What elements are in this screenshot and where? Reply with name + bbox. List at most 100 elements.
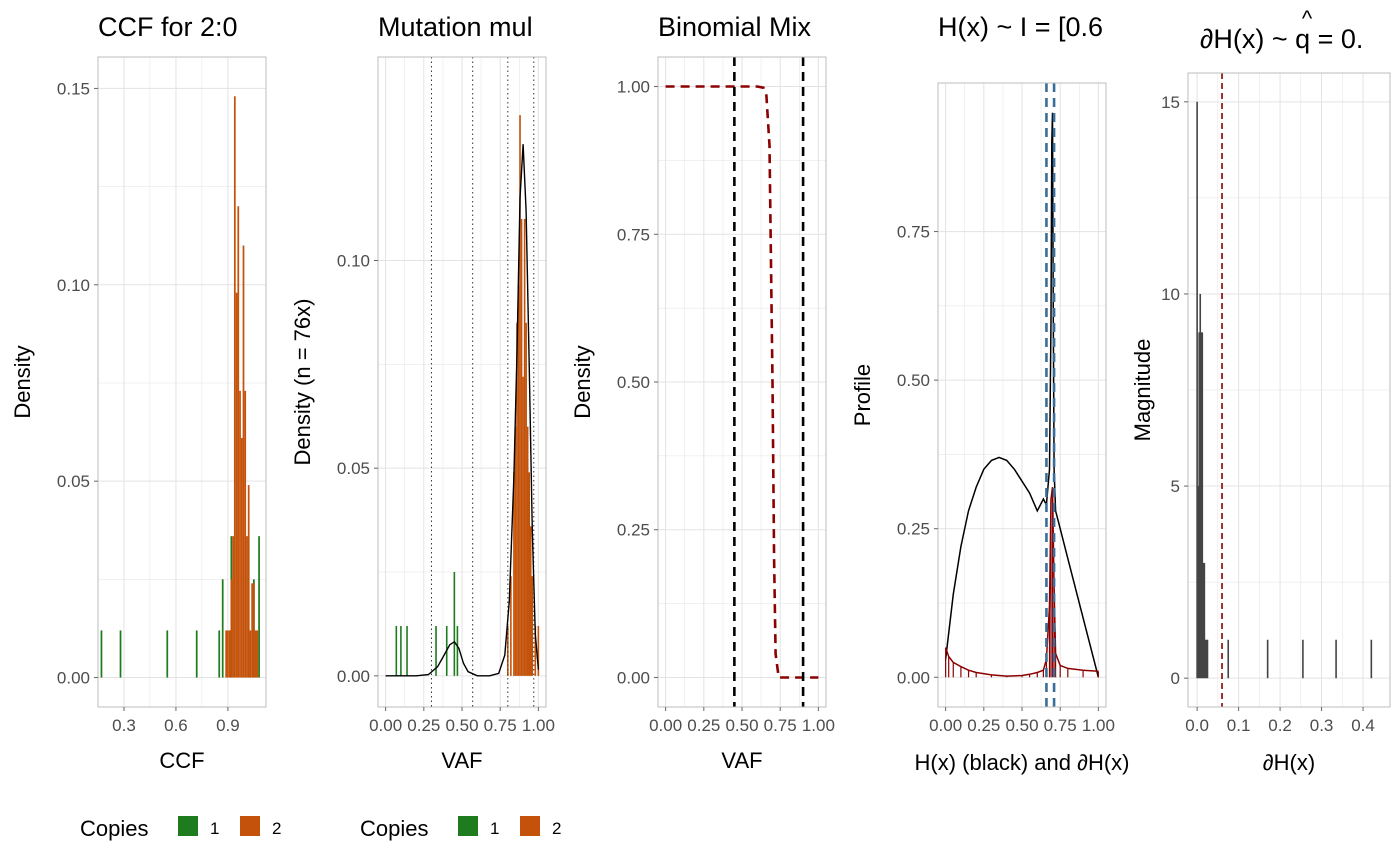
chart-title: Binomial Mix bbox=[658, 12, 812, 42]
bar-2 bbox=[253, 583, 255, 678]
x-tick-label: 0.1 bbox=[1227, 716, 1251, 735]
bar-2 bbox=[534, 626, 537, 676]
bar-2 bbox=[232, 536, 234, 678]
y-tick-label: 15 bbox=[1161, 93, 1180, 112]
y-tick-label: 0 bbox=[1171, 669, 1180, 688]
bar-2 bbox=[523, 218, 526, 676]
bar-2 bbox=[516, 322, 518, 676]
bar-2 bbox=[510, 576, 512, 676]
plot-area bbox=[1196, 73, 1373, 707]
bar-2 bbox=[513, 472, 515, 676]
legend: Copies 1 2 bbox=[80, 816, 281, 841]
y-tick-label: 0.10 bbox=[57, 276, 90, 295]
bar-2 bbox=[517, 285, 520, 676]
x-axis-label: CCF bbox=[159, 748, 204, 773]
chart-title: ∂H(x) ~ q = 0. bbox=[1200, 24, 1363, 54]
chart-panel-5: 0 5 10 15 0.0 0.1 0.2 0.3 0.4 ∂H(x) Magnitude ∂H(x)… bbox=[1130, 6, 1391, 775]
bar-2 bbox=[519, 115, 521, 676]
bar-value bbox=[1335, 639, 1337, 679]
bar-1 bbox=[221, 579, 224, 678]
x-tick-label: 1.00 bbox=[1082, 716, 1115, 735]
y-axis-label: Magnitude bbox=[1130, 339, 1155, 442]
y-tick-label: 0.00 bbox=[897, 668, 930, 687]
bar-value bbox=[1206, 639, 1209, 679]
y-tick-label: 5 bbox=[1171, 477, 1180, 496]
bar-1 bbox=[453, 572, 456, 676]
legend-swatch-1 bbox=[178, 816, 198, 836]
bar-2 bbox=[522, 376, 524, 676]
bar-2 bbox=[235, 292, 238, 678]
x-tick-label: 0.75 bbox=[484, 716, 517, 735]
bar-2 bbox=[528, 472, 530, 676]
bar-1 bbox=[258, 536, 260, 678]
bar-2 bbox=[514, 426, 517, 676]
x-tick-label: 0.75 bbox=[1044, 716, 1077, 735]
bar-value bbox=[1266, 639, 1269, 679]
x-tick-label: 0.25 bbox=[407, 716, 440, 735]
y-tick-label: 10 bbox=[1161, 285, 1180, 304]
bar-value bbox=[1370, 639, 1373, 679]
legend-title: Copies bbox=[360, 816, 428, 841]
bar-value bbox=[1197, 486, 1199, 679]
density-curve bbox=[385, 144, 540, 677]
bar-1 bbox=[456, 626, 459, 676]
bar-2 bbox=[537, 626, 540, 676]
bar-2 bbox=[237, 206, 240, 678]
legend-swatch-1 bbox=[458, 816, 478, 836]
y-tick-label: 0.00 bbox=[57, 669, 90, 688]
bar-1 bbox=[166, 630, 169, 678]
x-tick-label: 1.00 bbox=[802, 716, 835, 735]
plot-area bbox=[665, 57, 819, 707]
gridlines bbox=[938, 83, 1106, 707]
legend-swatch-2 bbox=[520, 816, 540, 836]
x-tick-label: 1.00 bbox=[522, 716, 555, 735]
bar-2 bbox=[246, 536, 248, 678]
bar-value bbox=[1198, 332, 1200, 679]
x-tick-label: 0.00 bbox=[369, 716, 402, 735]
x-tick-label: 0.6 bbox=[164, 716, 188, 735]
panel-border bbox=[97, 56, 267, 708]
bar-2 bbox=[526, 426, 529, 676]
y-tick-label: 0.05 bbox=[337, 459, 370, 478]
x-axis-label: H(x) (black) and ∂H(x) bbox=[914, 750, 1129, 775]
chart-title: H(x) ~ I = [0.6 bbox=[938, 12, 1103, 42]
y-tick-label: 0.00 bbox=[337, 667, 370, 686]
bar-value bbox=[1201, 332, 1204, 679]
bar-value bbox=[1205, 639, 1208, 679]
x-tick-label: 0.9 bbox=[216, 716, 240, 735]
bar-1 bbox=[400, 626, 402, 676]
bar-1 bbox=[195, 630, 198, 678]
x-tick-label: 0.50 bbox=[1005, 716, 1038, 735]
x-axis-label: ∂H(x) bbox=[1263, 750, 1315, 775]
legend-title: Copies bbox=[80, 816, 148, 841]
bar-value bbox=[1202, 562, 1205, 679]
x-tick-label: 0.25 bbox=[967, 716, 1000, 735]
y-tick-label: 0.75 bbox=[897, 223, 930, 242]
bar-1 bbox=[406, 626, 408, 676]
bar-2 bbox=[507, 626, 509, 676]
x-tick-label: 0.00 bbox=[929, 716, 962, 735]
chart-panel-2: 0.00 0.05 0.10 0.00 0.25 0.50 0.75 1.00 VAF Densi… bbox=[290, 12, 561, 841]
bar-2 bbox=[230, 579, 233, 678]
x-tick-label: 0.50 bbox=[445, 716, 478, 735]
y-tick-label: 0.05 bbox=[57, 472, 90, 491]
bar-value bbox=[1203, 562, 1206, 679]
legend-label: 2 bbox=[552, 819, 561, 838]
y-axis-label: Density bbox=[10, 345, 35, 418]
bar-2 bbox=[254, 630, 257, 678]
bar-2 bbox=[227, 630, 229, 678]
bar-1 bbox=[435, 626, 437, 676]
bar-value bbox=[1227, 639, 1230, 679]
bar-value bbox=[1204, 639, 1207, 679]
chart-panel-4: 0.00 0.25 0.50 0.75 0.00 0.25 0.50 0.75 1.00 H(x)… bbox=[850, 12, 1130, 775]
x-tick-label: 0.00 bbox=[649, 716, 682, 735]
gridlines bbox=[658, 57, 826, 707]
bar-1 bbox=[100, 630, 103, 678]
bar-2 bbox=[251, 583, 254, 678]
bar-2 bbox=[531, 576, 534, 676]
bar-value bbox=[1199, 293, 1202, 679]
plot-area bbox=[944, 83, 1100, 707]
y-tick-label: 0.50 bbox=[897, 371, 930, 390]
y-tick-label: 0.00 bbox=[617, 668, 650, 687]
